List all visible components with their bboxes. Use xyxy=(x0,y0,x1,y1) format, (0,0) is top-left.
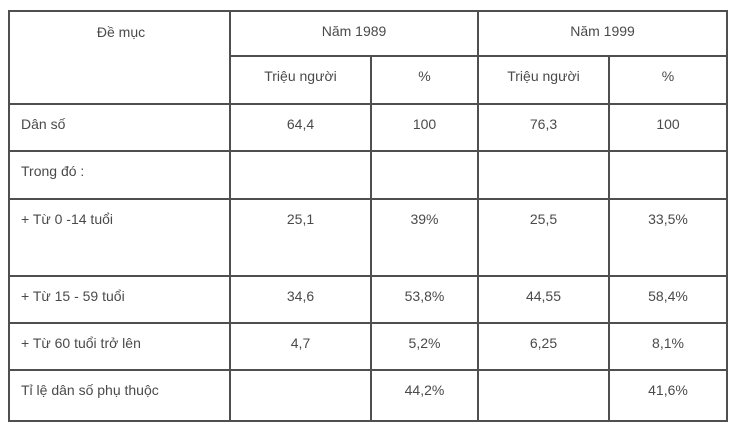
cell-1989-pct: 53,8% xyxy=(370,275,479,324)
cell-1999-pct: 8,1% xyxy=(608,322,728,371)
header-year-1989: Năm 1989 xyxy=(229,10,479,57)
cell-1999-million: 6,25 xyxy=(477,322,610,371)
cell-1989-million: 34,6 xyxy=(229,275,372,324)
cell-1989-pct: 100 xyxy=(370,103,479,152)
population-structure-table: Đề mục Năm 1989 Năm 1999 Triệu người % T… xyxy=(8,10,728,422)
cell-1999-pct: 41,6% xyxy=(608,369,728,422)
header-million-1989: Triệu người xyxy=(229,55,372,105)
header-year-1999: Năm 1999 xyxy=(477,10,728,57)
row-label: + Từ 15 - 59 tuổi xyxy=(8,275,231,324)
table-row-dan-so: Dân số 64,4 100 76,3 100 xyxy=(8,103,728,152)
table-row-trong-do: Trong đó : xyxy=(8,150,728,200)
cell-1989-million: 4,7 xyxy=(229,322,372,371)
population-table-container: Đề mục Năm 1989 Năm 1999 Triệu người % T… xyxy=(8,10,728,422)
cell-1999-million xyxy=(477,369,610,422)
cell-1999-pct: 33,5% xyxy=(608,198,728,277)
cell-1999-pct: 58,4% xyxy=(608,275,728,324)
header-million-1999: Triệu người xyxy=(477,55,610,105)
cell-1989-pct: 5,2% xyxy=(370,322,479,371)
header-pct-1989: % xyxy=(370,55,479,105)
table-row-15-59-tuoi: + Từ 15 - 59 tuổi 34,6 53,8% 44,55 58,4% xyxy=(8,275,728,324)
cell-1999-million: 76,3 xyxy=(477,103,610,152)
header-pct-1999: % xyxy=(608,55,728,105)
table-row-ti-le-phu-thuoc: Tỉ lệ dân số phụ thuộc 44,2% 41,6% xyxy=(8,369,728,422)
table-row-60-tuoi-tro-len: + Từ 60 tuổi trở lên 4,7 5,2% 6,25 8,1% xyxy=(8,322,728,371)
cell-1989-million xyxy=(229,369,372,422)
table-row-0-14-tuoi: + Từ 0 -14 tuổi 25,1 39% 25,5 33,5% xyxy=(8,198,728,277)
cell-1989-pct xyxy=(370,150,479,200)
header-row-units: Triệu người % Triệu người % xyxy=(9,55,728,105)
cell-1999-pct: 100 xyxy=(608,103,728,152)
cell-1999-million xyxy=(477,150,610,200)
row-label: + Từ 60 tuổi trở lên xyxy=(8,322,231,371)
cell-1999-million: 44,55 xyxy=(477,275,610,324)
header-row-years: Đề mục Năm 1989 Năm 1999 xyxy=(8,10,728,105)
header-item-column: Đề mục xyxy=(8,10,231,105)
cell-1989-million: 64,4 xyxy=(229,103,372,152)
cell-1989-pct: 44,2% xyxy=(370,369,479,422)
row-label: + Từ 0 -14 tuổi xyxy=(8,198,231,277)
row-label: Trong đó : xyxy=(8,150,231,200)
row-label: Dân số xyxy=(8,103,231,152)
cell-1999-million: 25,5 xyxy=(477,198,610,277)
cell-1989-million xyxy=(229,150,372,200)
cell-1999-pct xyxy=(608,150,728,200)
cell-1989-million: 25,1 xyxy=(229,198,372,277)
cell-1989-pct: 39% xyxy=(370,198,479,277)
row-label: Tỉ lệ dân số phụ thuộc xyxy=(8,369,231,422)
